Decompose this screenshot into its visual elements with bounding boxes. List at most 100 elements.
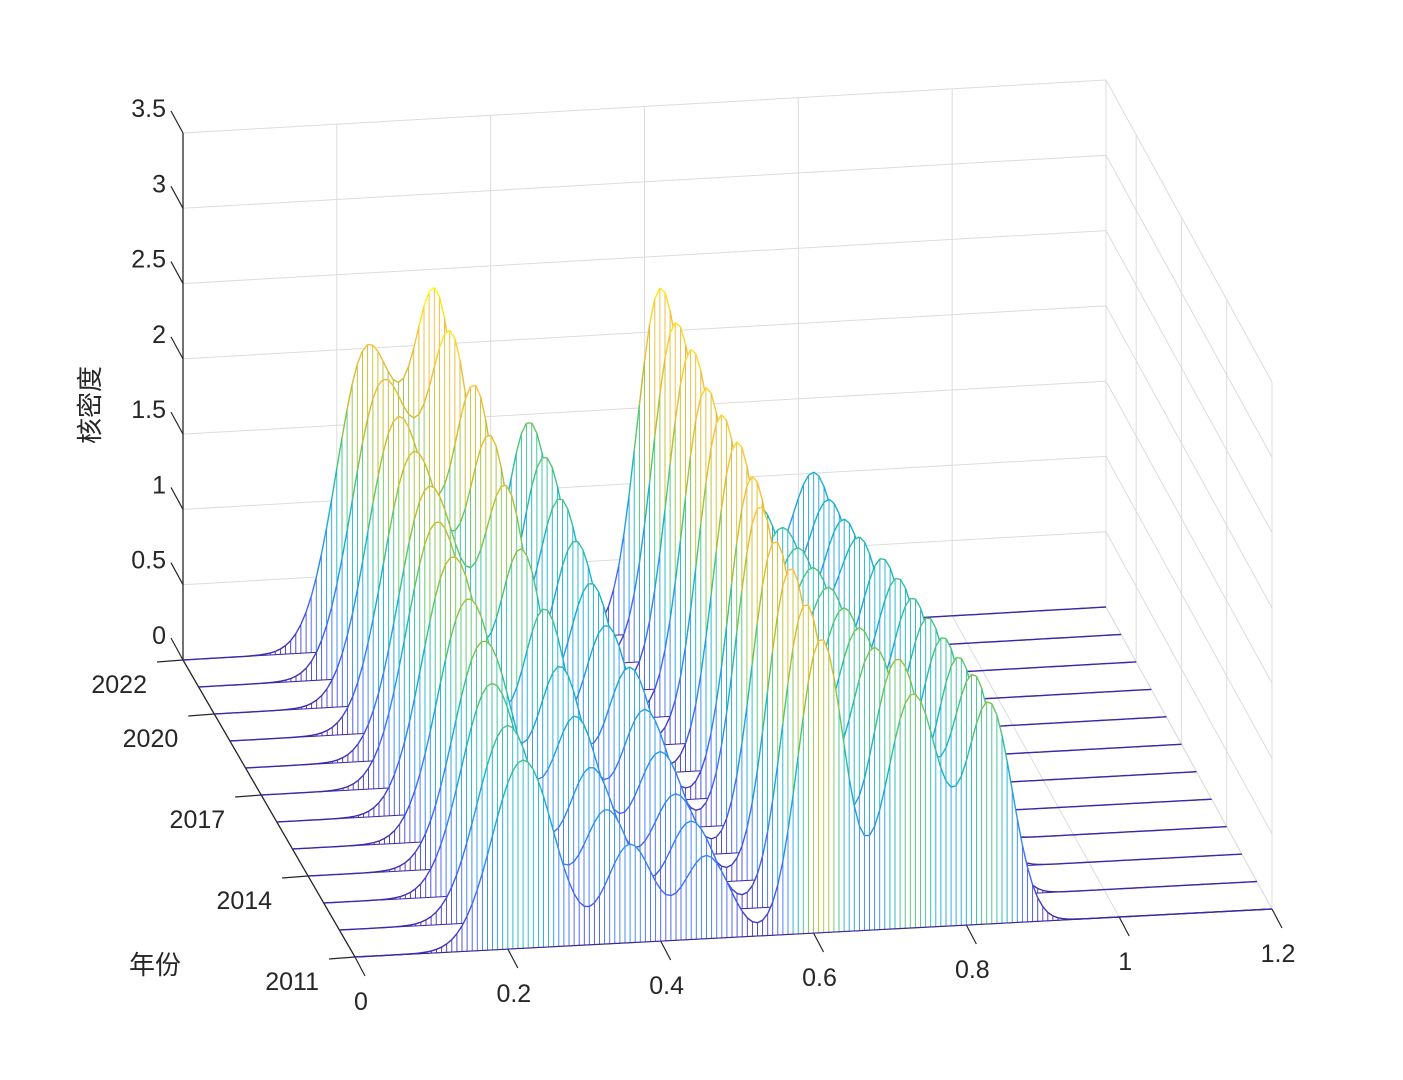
density-curve-segment (603, 777, 610, 781)
density-curve-segment (863, 579, 871, 598)
density-curve-segment (300, 611, 307, 625)
density-curve-segment (752, 921, 758, 924)
density-curve-segment (413, 501, 421, 520)
density-curve-segment (812, 566, 819, 572)
density-curve-segment (470, 384, 476, 388)
density-curve-segment (367, 502, 374, 532)
density-curve-segment (445, 637, 452, 659)
density-curve-segment (367, 343, 373, 346)
density-curve-segment (648, 590, 656, 622)
density-curve-segment (736, 508, 743, 544)
density-curve-segment (434, 521, 441, 524)
density-curve-segment (869, 646, 876, 652)
density-curve-segment (633, 669, 641, 680)
y-tick-label: 2011 (265, 968, 319, 996)
density-curve-segment (751, 475, 758, 482)
density-curve-segment (823, 639, 830, 654)
density-curve-segment (451, 933, 458, 941)
density-curve-segment (863, 756, 871, 779)
density-curve-segment (607, 588, 615, 607)
density-curve-segment (405, 924, 411, 927)
density-curve-segment (1042, 889, 1049, 893)
density-curve-segment (444, 556, 452, 566)
density-curve-segment (940, 682, 947, 704)
density-curve-segment (441, 943, 448, 948)
density-curve-segment (454, 338, 461, 360)
density-curve-segment (685, 820, 692, 824)
density-curve-segment (418, 453, 426, 463)
y-tick-label: 2014 (216, 887, 272, 915)
density-curve-segment (1037, 897, 1044, 907)
density-curve-segment (578, 716, 585, 725)
density-curve-segment (613, 809, 620, 815)
density-curve-segment (889, 740, 896, 765)
density-curve-segment (435, 843, 442, 859)
x-tick-label: 0 (354, 988, 368, 1016)
density-curve-segment (536, 608, 544, 618)
density-curve-segment (593, 814, 600, 824)
density-curve-segment (1031, 884, 1039, 898)
density-curve-segment (715, 746, 723, 773)
density-curve-segment (940, 747, 947, 757)
density-curve-segment (316, 694, 323, 701)
x-tick-label: 1 (1118, 948, 1132, 976)
density-curve-segment (838, 709, 845, 745)
density-curve-segment (925, 617, 931, 620)
density-curve-segment (291, 707, 297, 710)
density-curve-segment (275, 648, 281, 653)
density-curve-segment (321, 729, 328, 734)
density-curve-segment (399, 894, 406, 898)
density-curve-segment (480, 531, 487, 550)
density-curve-segment (456, 925, 463, 935)
density-curve-segment (368, 841, 375, 845)
density-curve-segment (868, 826, 876, 836)
density-curve-segment (476, 694, 483, 710)
density-curve-segment (336, 653, 343, 669)
density-curve-segment (583, 724, 590, 738)
density-curve-segment (454, 420, 461, 445)
density-curve-segment (485, 434, 492, 438)
density-curve-segment (470, 561, 477, 569)
density-curve-segment (455, 697, 462, 720)
density-curve-segment (438, 296, 446, 319)
density-curve-segment (802, 681, 810, 717)
density-curve-segment (649, 871, 657, 882)
density-curve-segment (695, 808, 702, 811)
density-curve-segment (674, 771, 682, 786)
density-curve-segment (674, 321, 681, 328)
density-curve-segment (551, 499, 559, 509)
density-curve-segment (393, 759, 401, 776)
density-curve-segment (507, 724, 513, 729)
density-curve-segment (398, 467, 405, 486)
density-curve-segment (331, 468, 338, 500)
density-curve-segment (588, 902, 595, 908)
density-curve-segment (372, 692, 380, 711)
density-curve-segment (515, 433, 523, 454)
density-curve-segment (975, 708, 983, 724)
density-curve-segment (879, 600, 886, 619)
density-curve-segment (710, 551, 717, 596)
density-curve-segment (634, 711, 641, 721)
density-curve-segment (474, 385, 482, 397)
density-curve-segment (336, 557, 343, 584)
density-curve-segment (782, 830, 789, 862)
density-curve-segment (425, 916, 432, 921)
density-curve-segment (511, 686, 518, 700)
density-curve-segment (567, 541, 574, 551)
density-curve-segment (761, 831, 769, 857)
density-curve-segment (751, 623, 758, 665)
density-curve-segment (378, 795, 385, 804)
density-curve-segment (669, 582, 676, 620)
density-curve-segment (502, 724, 508, 729)
density-curve-segment (787, 513, 794, 530)
density-curve-segment (919, 682, 927, 704)
density-curve-segment (315, 640, 323, 653)
density-curve-segment (731, 857, 738, 866)
density-curve-segment (889, 639, 896, 660)
density-curve-segment (639, 708, 646, 713)
density-curve-segment (869, 565, 876, 580)
density-curve-segment (613, 564, 620, 590)
density-curve-segment (603, 783, 611, 798)
density-curve-segment (357, 663, 364, 683)
density-curve-segment (669, 760, 677, 773)
